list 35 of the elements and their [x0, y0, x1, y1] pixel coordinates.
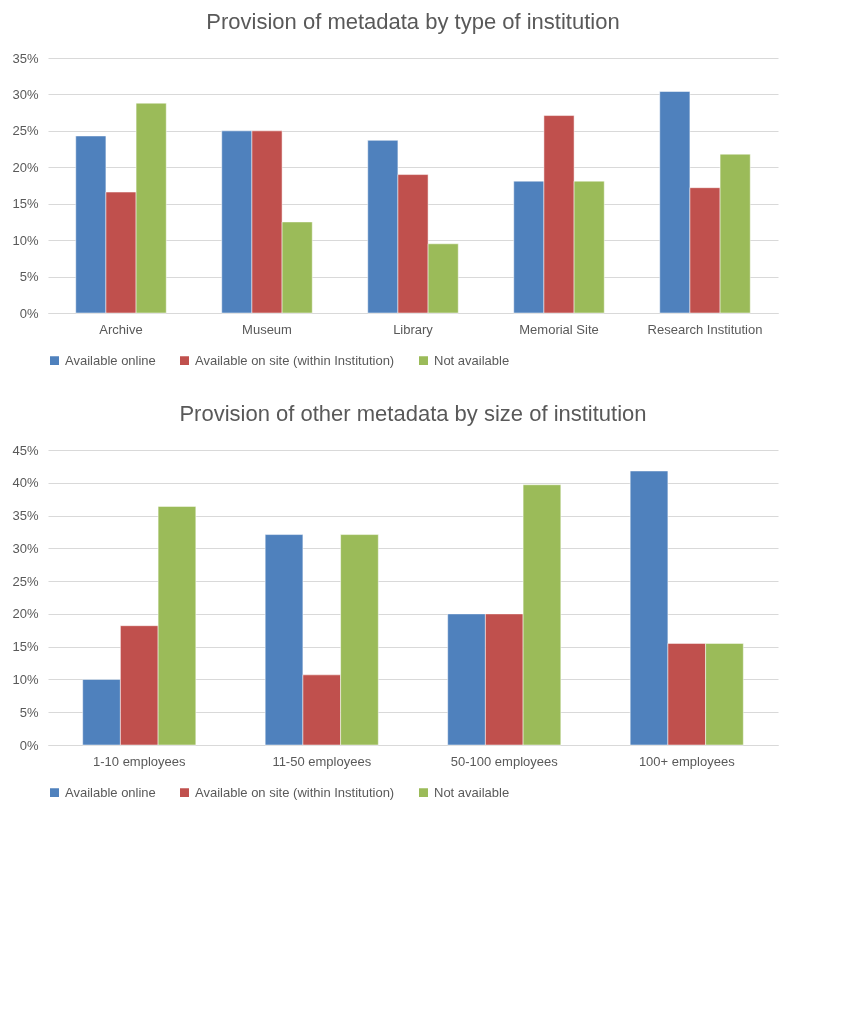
x-tick-label: 50-100 employees [450, 753, 559, 769]
y-tick-label: 15% [12, 639, 39, 655]
y-tick-label: 25% [12, 123, 39, 139]
y-tick-label: 20% [12, 606, 39, 622]
y-tick-label: 30% [12, 86, 39, 102]
x-tick-label: 1-10 employees [93, 753, 186, 769]
y-tick-label: 10% [12, 671, 39, 687]
chart-title: Provision of metadata by type of institution [206, 9, 620, 34]
y-tick-label: 25% [12, 573, 39, 589]
y-tick-label: 10% [12, 232, 39, 248]
y-tick-label: 30% [12, 540, 39, 556]
x-tick-label: 11-50 employees [272, 753, 372, 769]
y-tick-label: 40% [12, 475, 39, 491]
y-tick-label: 0% [19, 305, 39, 321]
y-tick-label: 0% [19, 737, 39, 753]
x-tick-label: Archive [99, 321, 143, 337]
y-tick-label: 35% [12, 508, 39, 524]
x-tick-label: Memorial Site [519, 321, 599, 337]
legend-label: Not available [434, 784, 510, 800]
x-tick-label: Museum [242, 321, 292, 337]
chart-title: Provision of other metadata by size of institution [179, 401, 647, 426]
legend-label: Not available [434, 352, 510, 368]
y-tick-label: 20% [12, 159, 39, 175]
x-tick-label: Library [393, 321, 434, 337]
legend-label: Available online [65, 784, 156, 800]
y-tick-label: 15% [12, 196, 39, 212]
legend-label: Available online [65, 352, 156, 368]
x-tick-label: Research Institution [647, 321, 763, 337]
y-tick-label: 45% [12, 442, 39, 458]
legend-label: Available on site (within Institution) [195, 352, 395, 368]
y-tick-label: 5% [19, 704, 39, 720]
x-tick-label: 100+ employees [638, 753, 736, 769]
y-tick-label: 35% [12, 50, 39, 66]
y-tick-label: 5% [19, 269, 39, 285]
legend-label: Available on site (within Institution) [195, 784, 395, 800]
